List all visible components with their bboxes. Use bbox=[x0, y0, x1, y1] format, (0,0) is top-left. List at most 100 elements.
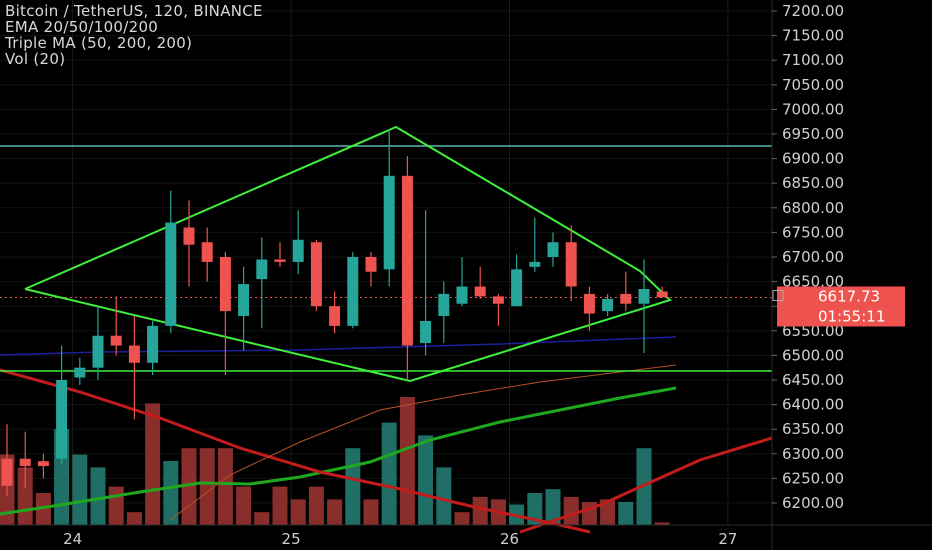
volume-bar bbox=[563, 496, 579, 525]
candle-body bbox=[620, 293, 632, 304]
price-tick-label: 7050.00 bbox=[782, 76, 844, 94]
volume-bar bbox=[399, 397, 415, 525]
candle-body bbox=[656, 291, 668, 298]
price-tick-label: 6500.00 bbox=[782, 346, 844, 364]
candle-body bbox=[602, 298, 614, 312]
price-tick-label: 6750.00 bbox=[782, 223, 844, 241]
price-tick-label: 6300.00 bbox=[782, 445, 844, 463]
candle-body bbox=[365, 257, 377, 272]
time-tick-label: 26 bbox=[500, 530, 519, 548]
candle-body bbox=[511, 269, 523, 307]
price-tick-label: 6200.00 bbox=[782, 494, 844, 512]
candle-body bbox=[329, 306, 341, 326]
candle-body bbox=[37, 461, 49, 467]
volume-bar bbox=[418, 435, 434, 525]
last-price-label: 6617.73 bbox=[818, 287, 880, 305]
diamond-pattern[interactable] bbox=[24, 125, 672, 383]
volume-bar bbox=[90, 467, 106, 525]
candle-body bbox=[110, 335, 122, 346]
candle-body bbox=[310, 242, 322, 307]
candle-body bbox=[547, 242, 559, 257]
price-tick-label: 6650.00 bbox=[782, 273, 844, 291]
volume-bar bbox=[545, 489, 561, 525]
price-axis: 6200.00 6250.00 6300.00 6350.00 6400.00 6450.… bbox=[771, 0, 932, 550]
volume-layer bbox=[0, 397, 670, 525]
price-tick-label: 6400.00 bbox=[782, 396, 844, 414]
ma-green-line bbox=[0, 386, 677, 516]
volume-bar bbox=[108, 486, 124, 525]
candle-body bbox=[201, 242, 213, 262]
time-tick-label: 25 bbox=[282, 530, 301, 548]
time-tick-label: 27 bbox=[718, 530, 737, 548]
price-tick-label: 6350.00 bbox=[782, 420, 844, 438]
volume-bar bbox=[618, 501, 634, 525]
price-tick-label: 6250.00 bbox=[782, 469, 844, 487]
ema-indicator-label[interactable]: EMA 20/50/100/200 bbox=[5, 18, 159, 36]
price-tick-label: 6850.00 bbox=[782, 174, 844, 192]
price-tick-label: 6450.00 bbox=[782, 371, 844, 389]
volume-bar bbox=[363, 499, 379, 525]
volume-bar bbox=[236, 486, 252, 525]
candle-body bbox=[74, 367, 86, 378]
candle-body bbox=[456, 286, 468, 304]
price-tick-label: 7000.00 bbox=[782, 100, 844, 118]
candle-body bbox=[492, 296, 504, 304]
candle-body bbox=[165, 222, 177, 326]
volume-bar bbox=[345, 448, 361, 525]
volume-bar bbox=[290, 499, 306, 525]
candle-body bbox=[383, 175, 395, 270]
ma-thin-line bbox=[169, 364, 677, 521]
ma-red-line-rising bbox=[519, 436, 773, 534]
candle-body bbox=[638, 288, 650, 304]
price-tick-label: 7150.00 bbox=[782, 27, 844, 45]
volume-bar bbox=[527, 493, 543, 525]
candle-body bbox=[583, 293, 595, 314]
time-tick-label: 24 bbox=[63, 530, 82, 548]
candle-body bbox=[438, 293, 450, 317]
volume-bar bbox=[654, 522, 670, 525]
volume-bar bbox=[163, 461, 179, 525]
volume-bar bbox=[72, 454, 88, 525]
volume-bar bbox=[217, 448, 233, 525]
candle-body bbox=[292, 239, 304, 262]
candle-body bbox=[565, 242, 577, 287]
volume-bar bbox=[454, 512, 470, 525]
price-marker-icon[interactable] bbox=[772, 289, 784, 301]
candle-body bbox=[147, 325, 159, 363]
moving-average-layer bbox=[0, 336, 773, 534]
volume-bar bbox=[272, 486, 288, 525]
candle-body bbox=[1, 458, 13, 486]
time-axis: 24 25 26 27 bbox=[0, 524, 932, 548]
candle-body bbox=[183, 227, 195, 245]
triple-ma-indicator-label[interactable]: Triple MA (50, 200, 200) bbox=[5, 34, 193, 52]
candle-body bbox=[128, 345, 140, 363]
volume-indicator-label[interactable]: Vol (20) bbox=[5, 50, 66, 68]
price-badge: 6617.73 01:55:11 bbox=[772, 286, 905, 327]
ma-red-line bbox=[0, 368, 591, 534]
volume-bar bbox=[600, 499, 616, 525]
price-tick-label: 7100.00 bbox=[782, 51, 844, 69]
volume-bar bbox=[199, 448, 215, 525]
candle-body bbox=[92, 335, 104, 368]
countdown-badge bbox=[777, 306, 905, 327]
candle-body bbox=[56, 380, 68, 459]
candle-body bbox=[401, 175, 413, 346]
candles-layer bbox=[1, 129, 668, 496]
candle-body bbox=[238, 284, 250, 317]
volume-bar bbox=[308, 486, 324, 525]
volume-bar bbox=[254, 512, 270, 525]
volume-bar bbox=[436, 467, 452, 525]
candle-body bbox=[219, 257, 231, 312]
volume-bar bbox=[472, 496, 488, 525]
volume-bar bbox=[126, 512, 142, 525]
volume-bar bbox=[381, 422, 397, 525]
price-tick-label: 6900.00 bbox=[782, 150, 844, 168]
candle-body bbox=[420, 320, 432, 344]
symbol-title[interactable]: Bitcoin / TetherUS, 120, BINANCE bbox=[5, 2, 263, 20]
candle-body bbox=[347, 257, 359, 326]
price-tick-label: 6800.00 bbox=[782, 199, 844, 217]
candle-body bbox=[529, 261, 541, 267]
bar-countdown-label: 01:55:11 bbox=[818, 307, 885, 325]
candle-body bbox=[256, 259, 268, 280]
